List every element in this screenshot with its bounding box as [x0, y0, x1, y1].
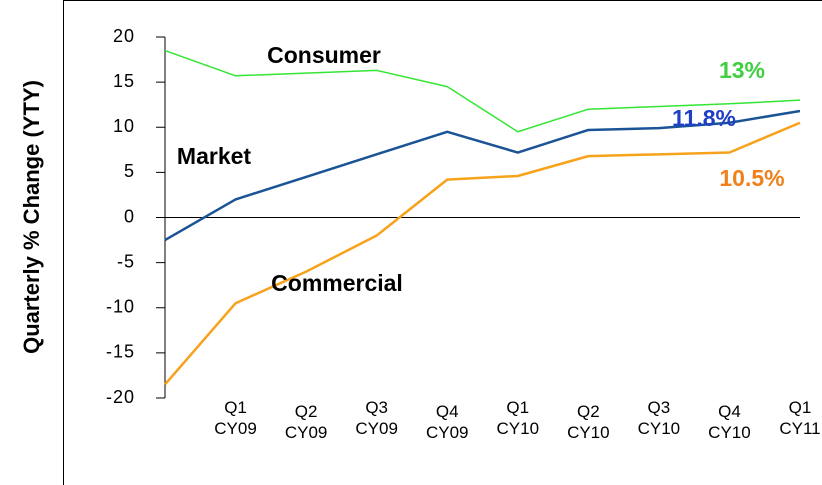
y-tick-label: -10 — [106, 297, 135, 317]
x-tick-label: Q4 CY09 — [425, 402, 469, 442]
x-tick-label: Q3 CY10 — [637, 398, 681, 438]
x-tick-label: Q1 CY10 — [496, 398, 540, 438]
y-tick-label: 15 — [113, 71, 135, 91]
annotation: 11.8% — [672, 105, 736, 131]
y-tick-label: -5 — [117, 251, 135, 271]
frame — [63, 0, 822, 485]
x-tick-label: Q1 CY11 — [779, 398, 821, 438]
y-tick-label: -20 — [106, 387, 135, 407]
x-tick-label: Q3 CY09 — [355, 398, 398, 438]
annotation: 13% — [719, 57, 765, 83]
x-tick-label: Q1 CY09 — [214, 398, 257, 438]
series-line — [164, 49, 801, 133]
series-label: Market — [177, 143, 251, 169]
y-tick-label: 20 — [113, 26, 135, 46]
y-tick-label: -15 — [106, 342, 135, 362]
series-label: Consumer — [267, 42, 381, 68]
x-tick-label: Q2 CY09 — [284, 402, 328, 442]
y-tick-label: 10 — [113, 116, 135, 136]
series-line — [164, 109, 801, 242]
y-axis-label: Quarterly % Change (YTY) — [19, 80, 44, 354]
y-tick-label: 5 — [124, 161, 135, 181]
series-line — [164, 121, 801, 386]
annotation: 10.5% — [719, 165, 784, 191]
x-tick-label: Q2 CY10 — [567, 402, 610, 442]
x-tick-label: Q4 CY10 — [708, 402, 751, 442]
series-label: Commercial — [271, 270, 403, 296]
y-tick-label: 0 — [124, 206, 135, 226]
